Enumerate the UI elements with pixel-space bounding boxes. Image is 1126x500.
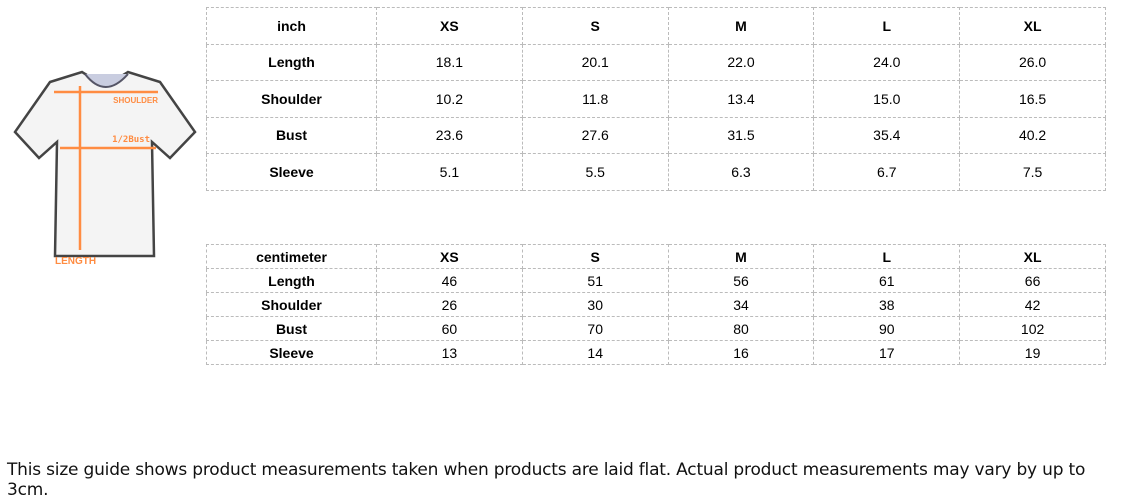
table-row: Shoulder 10.2 11.8 13.4 15.0 16.5 (206, 80, 1106, 118)
table-cell: 16.5 (959, 80, 1106, 118)
table-row: Sleeve 5.1 5.5 6.3 6.7 7.5 (206, 153, 1106, 191)
row-label: Sleeve (206, 153, 377, 191)
table-cell: 11.8 (521, 80, 669, 118)
table-cell: 34 (667, 292, 815, 317)
tshirt-diagram: SHOULDER 1/2Bust LENGTH (13, 70, 197, 267)
column-header: centimeter (206, 244, 377, 269)
row-label: Bust (206, 116, 377, 154)
column-header: M (667, 7, 815, 45)
table-cell: 19 (959, 340, 1106, 365)
table-cell: 60 (376, 316, 523, 341)
table-cell: 18.1 (376, 43, 523, 81)
table-cell: 5.1 (376, 153, 523, 191)
column-header: XS (376, 7, 523, 45)
table-row: Bust 23.6 27.6 31.5 35.4 40.2 (206, 116, 1106, 154)
column-header: XS (376, 244, 523, 269)
table-cell: 51 (521, 268, 669, 293)
table-row: Length 46 51 56 61 66 (206, 268, 1106, 293)
table-row: Sleeve 13 14 16 17 19 (206, 340, 1106, 365)
table-cell: 20.1 (521, 43, 669, 81)
table-cell: 10.2 (376, 80, 523, 118)
row-label: Bust (206, 316, 377, 341)
shoulder-label: SHOULDER (113, 96, 158, 105)
column-header: L (813, 244, 961, 269)
table-cell: 40.2 (959, 116, 1106, 154)
table-cell: 70 (521, 316, 669, 341)
table-cell: 102 (959, 316, 1106, 341)
table-cell: 24.0 (813, 43, 961, 81)
header-row: centimeter XS S M L XL (206, 244, 1106, 269)
column-header: XL (959, 7, 1106, 45)
length-label: LENGTH (55, 256, 96, 267)
row-label: Length (206, 43, 377, 81)
column-header: S (521, 7, 669, 45)
column-header: L (813, 7, 961, 45)
table-cell: 6.7 (813, 153, 961, 191)
table-row: Length 18.1 20.1 22.0 24.0 26.0 (206, 43, 1106, 81)
table-cell: 26 (376, 292, 523, 317)
header-row: inch XS S M L XL (206, 7, 1106, 45)
table-cell: 5.5 (521, 153, 669, 191)
row-label: Shoulder (206, 292, 377, 317)
table-cell: 66 (959, 268, 1106, 293)
table-cell: 61 (813, 268, 961, 293)
table-cell: 14 (521, 340, 669, 365)
table-row: Bust 60 70 80 90 102 (206, 316, 1106, 341)
row-label: Length (206, 268, 377, 293)
table-cell: 16 (667, 340, 815, 365)
table-cell: 38 (813, 292, 961, 317)
table-cell: 23.6 (376, 116, 523, 154)
column-header: inch (206, 7, 377, 45)
table-cell: 30 (521, 292, 669, 317)
table-cell: 27.6 (521, 116, 669, 154)
table-row: Shoulder 26 30 34 38 42 (206, 292, 1106, 317)
table-cell: 35.4 (813, 116, 961, 154)
table-cell: 31.5 (667, 116, 815, 154)
table-cell: 7.5 (959, 153, 1106, 191)
table-cell: 22.0 (667, 43, 815, 81)
row-label: Shoulder (206, 80, 377, 118)
table-cell: 42 (959, 292, 1106, 317)
table-cell: 26.0 (959, 43, 1106, 81)
table-cell: 15.0 (813, 80, 961, 118)
table-cell: 80 (667, 316, 815, 341)
table-cell: 6.3 (667, 153, 815, 191)
table-cell: 46 (376, 268, 523, 293)
table-cell: 90 (813, 316, 961, 341)
column-header: S (521, 244, 669, 269)
row-label: Sleeve (206, 340, 377, 365)
inch-size-table: inch XS S M L XL Length 18.1 20.1 22.0 24.0 26.0 Sho… (206, 7, 1106, 191)
table-cell: 13 (376, 340, 523, 365)
bust-label: 1/2Bust (112, 135, 150, 145)
table-cell: 13.4 (667, 80, 815, 118)
column-header: M (667, 244, 815, 269)
size-guide-note: This size guide shows product measuremen… (7, 460, 1086, 500)
table-cell: 17 (813, 340, 961, 365)
centimeter-size-table: centimeter XS S M L XL Length 46 51 56 61 66 Shoulde… (206, 244, 1106, 365)
column-header: XL (959, 244, 1106, 269)
table-cell: 56 (667, 268, 815, 293)
